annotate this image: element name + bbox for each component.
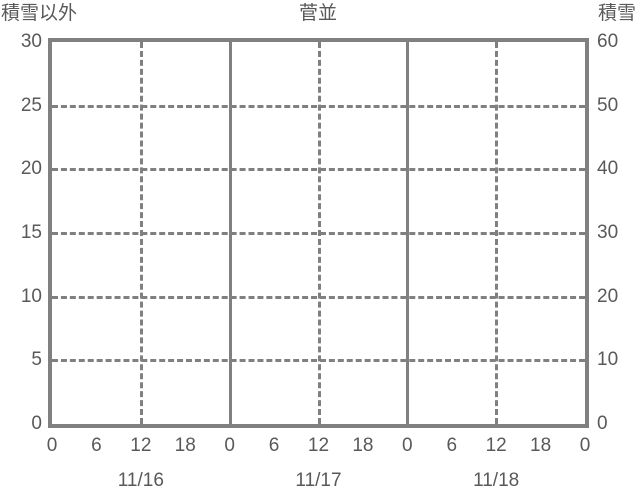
vertical-gridline-dashed	[317, 42, 321, 424]
x-axis-tick-label: 0	[402, 435, 413, 456]
x-axis-day-label: 11/17	[295, 470, 342, 491]
right-axis-tick-label: 30	[597, 222, 619, 243]
left-axis-ticks: 0 5 10 15 20 25 30	[0, 0, 42, 501]
x-axis-tick-label: 0	[224, 435, 235, 456]
vertical-gridline-dashed	[495, 42, 499, 424]
x-axis-tick-label: 12	[485, 435, 507, 456]
right-axis-tick-label: 50	[597, 94, 619, 116]
left-axis-tick-label: 5	[31, 349, 42, 371]
left-axis-title: 積雪以外	[1, 3, 78, 24]
plot-area	[52, 42, 585, 424]
right-axis-tick-label: 20	[597, 285, 619, 307]
left-axis-tick-label: 25	[20, 94, 42, 116]
right-axis-tick-label: 40	[597, 158, 619, 180]
plot-frame	[48, 38, 589, 428]
x-axis-tick-label: 18	[352, 435, 374, 456]
x-axis-day-label: 11/16	[117, 470, 164, 491]
right-axis-tick-label: 60	[597, 31, 619, 52]
x-axis-tick-label: 0	[579, 435, 591, 456]
right-axis-tick-label: 10	[597, 349, 619, 371]
x-axis-day-label: 11/18	[473, 470, 520, 491]
day-boundary-line	[228, 42, 232, 424]
right-axis-title: 積雪	[597, 3, 636, 24]
x-axis-tick-label: 0	[46, 435, 58, 456]
left-axis-tick-label: 20	[20, 158, 42, 180]
x-axis-tick-label: 6	[91, 435, 102, 456]
x-axis-tick-label: 18	[530, 435, 552, 456]
x-axis-tick-label: 6	[446, 435, 458, 456]
right-axis-ticks: 0 10 20 30 40 50 60	[597, 0, 636, 501]
left-axis-tick-label: 0	[31, 413, 42, 434]
x-axis-tick-label: 12	[307, 435, 330, 456]
left-axis-tick-label: 30	[20, 31, 42, 52]
day-boundary-line	[406, 42, 410, 424]
right-axis-tick-label: 0	[597, 413, 608, 434]
chart-title: 菅並	[298, 3, 337, 24]
x-axis-tick-label: 12	[130, 435, 152, 456]
left-axis-tick-label: 10	[20, 285, 42, 307]
vertical-gridline-dashed	[139, 42, 143, 424]
x-axis-tick-label: 6	[268, 435, 280, 456]
left-axis-tick-label: 15	[20, 222, 42, 243]
x-axis-tick-label: 18	[174, 435, 196, 456]
